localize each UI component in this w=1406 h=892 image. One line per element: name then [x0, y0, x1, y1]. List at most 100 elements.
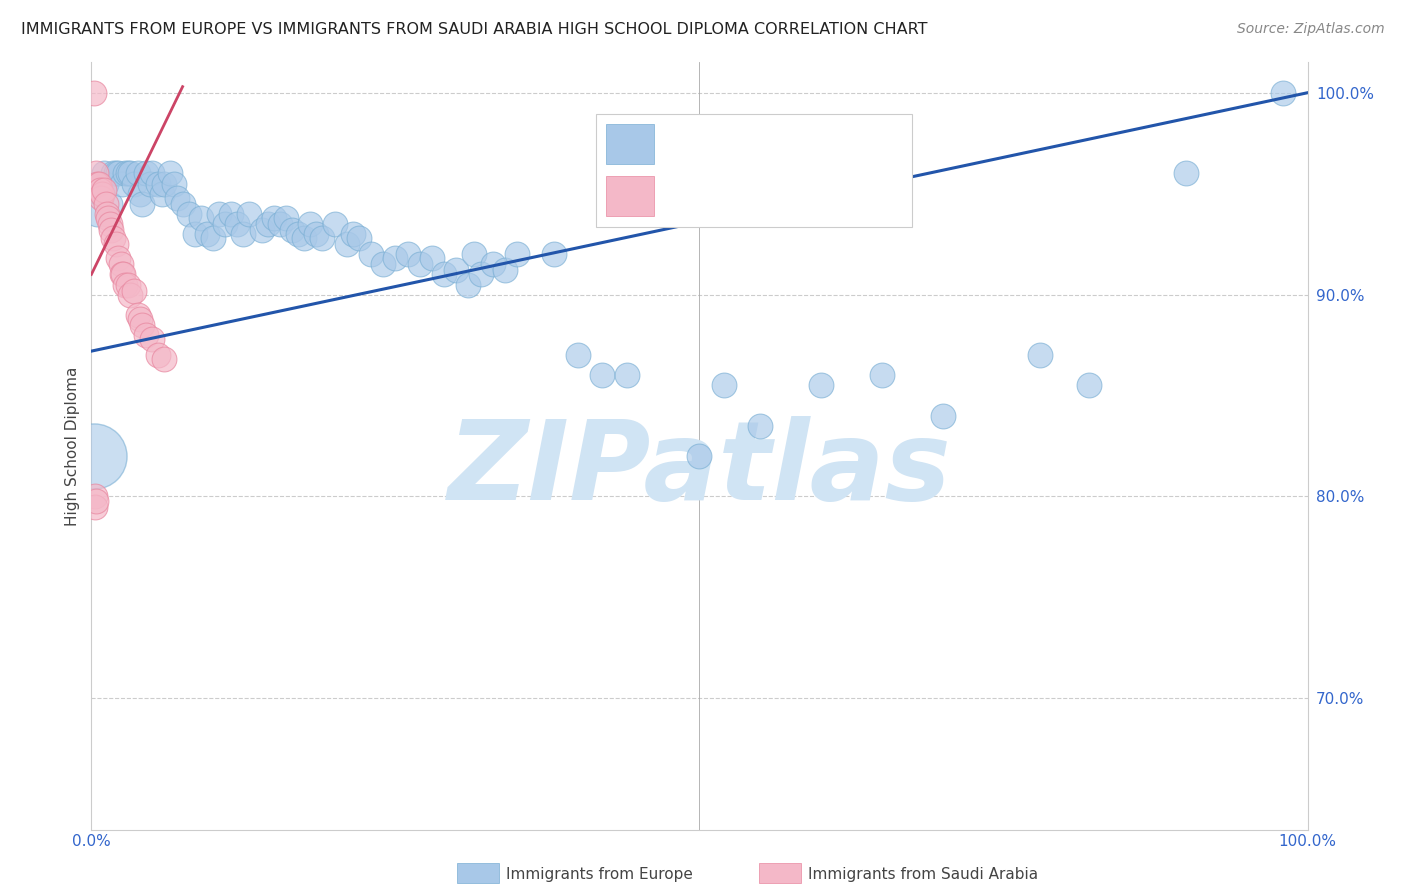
- Point: [93, 166, 115, 180]
- Point: [159, 166, 181, 180]
- Point: [103, 166, 125, 180]
- Point: [336, 237, 359, 252]
- Point: [305, 227, 328, 241]
- Point: [219, 207, 242, 221]
- Point: [129, 311, 152, 326]
- Point: [127, 308, 149, 322]
- Point: [131, 318, 153, 332]
- Point: [86, 177, 108, 191]
- Point: [84, 493, 107, 508]
- Point: [444, 263, 467, 277]
- Point: [311, 231, 333, 245]
- Point: [347, 231, 370, 245]
- Point: [129, 186, 152, 201]
- Point: [232, 227, 254, 241]
- Point: [470, 268, 492, 282]
- Point: [135, 166, 157, 180]
- Point: [111, 268, 134, 282]
- Point: [226, 217, 249, 231]
- Point: [87, 177, 110, 191]
- Point: [114, 277, 136, 292]
- Point: [713, 378, 735, 392]
- Point: [195, 227, 218, 241]
- Point: [110, 257, 132, 271]
- Point: [163, 177, 186, 191]
- Point: [104, 166, 127, 180]
- FancyBboxPatch shape: [606, 124, 654, 164]
- Point: [94, 177, 117, 191]
- Point: [148, 348, 170, 362]
- Point: [172, 196, 194, 211]
- Point: [384, 252, 406, 266]
- Point: [506, 247, 529, 261]
- Point: [250, 223, 273, 237]
- Point: [127, 166, 149, 180]
- Point: [94, 196, 117, 211]
- Point: [396, 247, 419, 261]
- FancyBboxPatch shape: [596, 114, 912, 227]
- Point: [409, 257, 432, 271]
- Point: [96, 207, 118, 221]
- Point: [616, 368, 638, 383]
- Point: [139, 177, 162, 191]
- Text: Source: ZipAtlas.com: Source: ZipAtlas.com: [1237, 22, 1385, 37]
- Point: [117, 166, 139, 180]
- Text: N = 80: N = 80: [785, 132, 852, 150]
- Point: [83, 449, 105, 463]
- Point: [120, 166, 142, 180]
- Point: [433, 268, 456, 282]
- Point: [1175, 166, 1198, 180]
- Text: N = 33: N = 33: [785, 187, 852, 206]
- Point: [688, 449, 710, 463]
- Text: ZIPatlas: ZIPatlas: [447, 416, 952, 523]
- Point: [153, 352, 176, 367]
- Point: [141, 332, 163, 346]
- Point: [481, 257, 503, 271]
- Point: [287, 227, 309, 241]
- Point: [98, 196, 121, 211]
- Point: [153, 177, 176, 191]
- Point: [238, 207, 260, 221]
- Point: [122, 284, 145, 298]
- Point: [184, 227, 207, 241]
- Y-axis label: High School Diploma: High School Diploma: [65, 367, 80, 525]
- Point: [104, 237, 127, 252]
- Point: [111, 177, 134, 191]
- Point: [269, 217, 291, 231]
- Point: [214, 217, 236, 231]
- Point: [931, 409, 953, 423]
- Point: [810, 378, 832, 392]
- Point: [190, 211, 212, 225]
- Point: [567, 348, 589, 362]
- Point: [93, 183, 115, 197]
- Point: [292, 231, 315, 245]
- Point: [84, 500, 107, 514]
- Point: [373, 257, 395, 271]
- Point: [111, 268, 134, 282]
- Point: [84, 166, 107, 180]
- Point: [1272, 86, 1295, 100]
- FancyBboxPatch shape: [606, 176, 654, 216]
- Point: [342, 227, 364, 241]
- Point: [299, 217, 322, 231]
- Point: [494, 263, 516, 277]
- Text: Immigrants from Europe: Immigrants from Europe: [506, 867, 693, 881]
- Point: [135, 328, 157, 343]
- Point: [90, 186, 112, 201]
- Point: [166, 191, 188, 205]
- Text: Immigrants from Saudi Arabia: Immigrants from Saudi Arabia: [808, 867, 1039, 881]
- Point: [84, 490, 107, 504]
- Point: [98, 217, 121, 231]
- Point: [100, 223, 122, 237]
- Point: [83, 86, 105, 100]
- Text: R = 0.340: R = 0.340: [664, 132, 754, 150]
- Point: [420, 252, 443, 266]
- Point: [457, 277, 479, 292]
- Point: [86, 207, 108, 221]
- Point: [117, 277, 139, 292]
- Point: [202, 231, 225, 245]
- Point: [281, 223, 304, 237]
- Point: [91, 186, 114, 201]
- Point: [97, 211, 120, 225]
- Point: [150, 186, 173, 201]
